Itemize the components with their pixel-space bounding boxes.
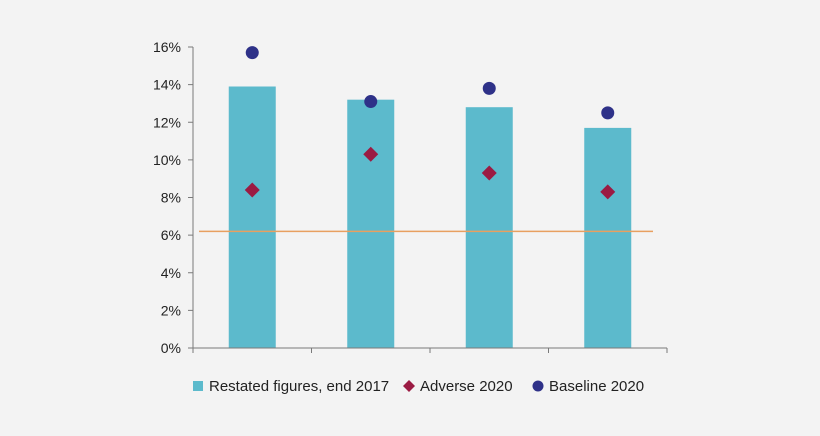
legend-label: Baseline 2020 (549, 378, 644, 395)
bar (228, 86, 276, 348)
bar (465, 107, 513, 348)
baseline-point (482, 81, 496, 95)
y-tick-label: 14% (153, 77, 181, 93)
adverse-point (481, 165, 497, 181)
legend-swatch-diamond (403, 380, 415, 392)
y-tick-label: 12% (153, 114, 181, 130)
points-layer (244, 46, 616, 200)
y-tick-label: 0% (161, 340, 181, 356)
y-tick-label: 10% (153, 152, 181, 168)
legend: Restated figures, end 2017 Adverse 2020 Ba… (193, 378, 644, 395)
y-tick-label: 6% (161, 227, 181, 243)
bars-layer (228, 86, 632, 348)
baseline-point (601, 106, 615, 120)
legend-swatch-bar (193, 381, 203, 391)
adverse-point (363, 146, 379, 162)
y-tick-label: 8% (161, 190, 181, 206)
y-tick-label: 2% (161, 302, 181, 318)
adverse-point (244, 182, 260, 198)
axes-layer: 0% 2% 4% 6% 8% 10% 12% 14% 16% (153, 39, 668, 356)
bar (347, 99, 395, 348)
bar (584, 127, 632, 348)
legend-label: Adverse 2020 (420, 378, 513, 395)
y-tick-label: 16% (153, 39, 181, 55)
legend-swatch-circle (532, 380, 544, 392)
baseline-point (364, 95, 378, 109)
legend-label: Restated figures, end 2017 (209, 378, 389, 395)
baseline-point (245, 46, 259, 60)
adverse-point (600, 184, 616, 200)
y-tick-label: 4% (161, 265, 181, 281)
